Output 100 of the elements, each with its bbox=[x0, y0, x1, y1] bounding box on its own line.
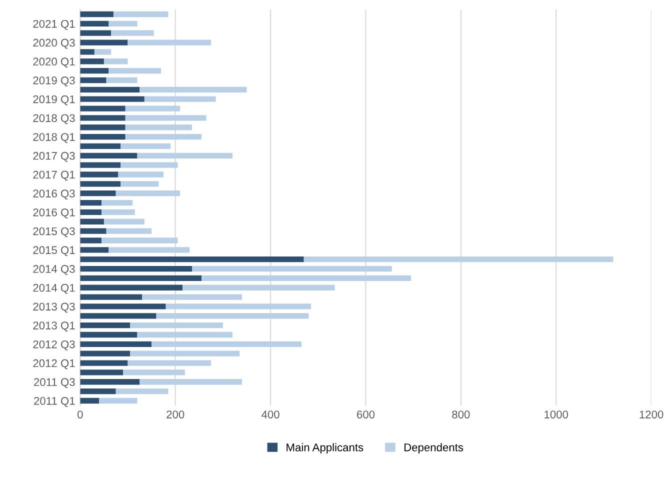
bar bbox=[137, 332, 232, 338]
bar bbox=[142, 294, 242, 300]
bar bbox=[80, 96, 144, 102]
y-tick-label: 2011 Q3 bbox=[34, 378, 75, 388]
y-tick-label: 2019 Q1 bbox=[33, 95, 75, 106]
x-tick-label: 200 bbox=[166, 410, 184, 418]
bar bbox=[80, 350, 130, 356]
bar bbox=[80, 190, 116, 196]
bar bbox=[80, 379, 140, 385]
bar bbox=[125, 124, 192, 130]
bar bbox=[102, 209, 135, 216]
bar bbox=[80, 181, 121, 187]
bar bbox=[80, 20, 109, 27]
bar bbox=[80, 218, 104, 224]
bar bbox=[111, 30, 154, 36]
y-tick-label: 2018 Q1 bbox=[33, 133, 75, 143]
bar bbox=[125, 115, 206, 121]
x-tick-label: 1200 bbox=[640, 410, 664, 418]
bar bbox=[120, 143, 171, 150]
bar bbox=[125, 106, 180, 112]
bar bbox=[80, 398, 100, 404]
bar bbox=[80, 313, 156, 319]
y-tick-label: 2011 Q1 bbox=[34, 397, 75, 407]
bar bbox=[80, 143, 121, 150]
legend-label: Main Applicants bbox=[286, 443, 364, 454]
y-tick-label: 2013 Q3 bbox=[33, 302, 75, 313]
y-tick-label: 2013 Q1 bbox=[33, 322, 75, 332]
bar bbox=[80, 266, 192, 272]
bar bbox=[80, 388, 116, 394]
y-tick-label: 2015 Q3 bbox=[33, 227, 75, 238]
bar bbox=[130, 322, 223, 328]
bar bbox=[116, 190, 180, 196]
bar bbox=[113, 11, 168, 18]
bar bbox=[80, 294, 142, 300]
y-tick-label: 2017 Q3 bbox=[33, 152, 75, 162]
bar bbox=[106, 228, 152, 234]
bar bbox=[182, 284, 335, 290]
x-tick-label: 600 bbox=[357, 410, 375, 418]
bar bbox=[80, 134, 126, 140]
bar bbox=[102, 238, 178, 244]
bar bbox=[104, 218, 144, 224]
bar bbox=[166, 304, 311, 310]
bar bbox=[130, 350, 240, 356]
bar bbox=[128, 40, 212, 46]
bar bbox=[108, 247, 190, 253]
bar bbox=[140, 379, 242, 385]
bar bbox=[80, 58, 104, 64]
bar bbox=[80, 68, 109, 74]
bar bbox=[80, 200, 102, 206]
bar bbox=[80, 40, 128, 46]
y-tick-label: 2020 Q3 bbox=[33, 38, 75, 49]
y-tick-label: 2014 Q1 bbox=[33, 284, 75, 294]
x-tick-label: 0 bbox=[78, 410, 83, 418]
bar bbox=[108, 20, 138, 27]
y-tick-label: 2014 Q3 bbox=[33, 265, 75, 275]
bar bbox=[102, 200, 133, 206]
y-tick-label: 2017 Q1 bbox=[33, 170, 75, 181]
bar bbox=[122, 370, 185, 376]
bar bbox=[80, 256, 304, 262]
y-tick-label: 2015 Q1 bbox=[33, 246, 75, 256]
bar bbox=[80, 106, 126, 112]
x-tick-label: 1000 bbox=[544, 410, 568, 418]
bar bbox=[104, 58, 128, 64]
bar bbox=[106, 77, 138, 84]
bar bbox=[80, 322, 130, 328]
bar bbox=[80, 238, 102, 244]
bar bbox=[202, 275, 411, 282]
bar bbox=[125, 134, 202, 140]
bar bbox=[80, 284, 182, 290]
bar bbox=[140, 86, 247, 92]
bar bbox=[80, 30, 112, 36]
bar bbox=[192, 266, 392, 272]
x-tick-label: 400 bbox=[262, 410, 280, 418]
y-tick-label: 2021 Q1 bbox=[33, 20, 75, 30]
bar bbox=[94, 49, 112, 55]
bar bbox=[80, 360, 128, 366]
bar bbox=[108, 68, 162, 74]
bar bbox=[80, 332, 138, 338]
bar bbox=[80, 11, 114, 18]
legend-label: Dependents bbox=[404, 443, 464, 454]
bar bbox=[128, 360, 212, 366]
bar bbox=[80, 341, 152, 348]
y-tick-label: 2020 Q1 bbox=[33, 58, 75, 68]
bar bbox=[137, 152, 232, 158]
y-tick-label: 2016 Q3 bbox=[33, 190, 75, 200]
bar bbox=[120, 181, 159, 187]
bar bbox=[80, 247, 109, 253]
bar bbox=[118, 172, 164, 178]
bar bbox=[304, 256, 614, 262]
x-tick-label: 800 bbox=[452, 410, 470, 418]
y-tick-label: 2016 Q1 bbox=[33, 208, 75, 218]
bar bbox=[116, 388, 168, 394]
bar bbox=[120, 162, 178, 168]
bar bbox=[80, 152, 138, 158]
y-tick-label: 2019 Q3 bbox=[33, 76, 75, 86]
bar bbox=[80, 86, 140, 92]
y-tick-label: 2018 Q3 bbox=[33, 114, 75, 124]
bar bbox=[80, 115, 126, 121]
bar bbox=[80, 172, 118, 178]
bar bbox=[80, 49, 94, 55]
